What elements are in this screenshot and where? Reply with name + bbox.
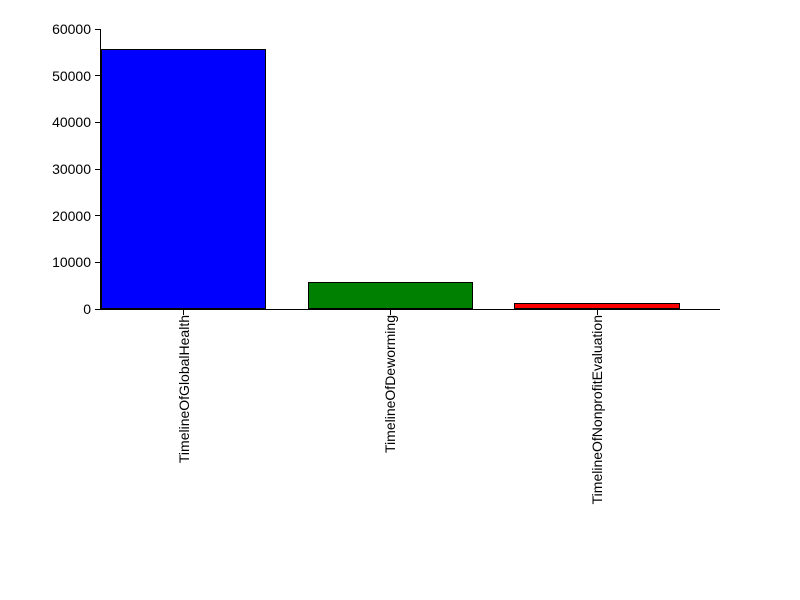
chart-container: 0 10000 20000 30000 40000 50000 60000 TimelineO… [0, 0, 800, 600]
y-tick: 30000 [52, 161, 101, 177]
bar [101, 49, 266, 309]
x-tick: TimelineOfGlobalHealth [176, 309, 192, 467]
y-tick: 60000 [52, 21, 101, 37]
x-tick: TimelineOfNonprofitEvaluation [589, 309, 605, 508]
x-tick-label: TimelineOfGlobalHealth [176, 315, 192, 467]
y-tick-label: 10000 [52, 254, 95, 270]
x-tick-label: TimelineOfDeworming [382, 315, 398, 457]
y-tick-label: 0 [83, 301, 95, 317]
bar [308, 282, 473, 309]
y-tick: 20000 [52, 208, 101, 224]
plot-area: 0100002000030000400005000060000TimelineO… [100, 30, 720, 310]
y-tick: 50000 [52, 68, 101, 84]
x-tick-label: TimelineOfNonprofitEvaluation [589, 315, 605, 508]
y-tick-label: 20000 [52, 208, 95, 224]
y-tick: 0 [83, 301, 101, 317]
x-tick: TimelineOfDeworming [382, 309, 398, 457]
y-tick-label: 40000 [52, 114, 95, 130]
y-tick-label: 60000 [52, 21, 95, 37]
y-tick: 10000 [52, 254, 101, 270]
y-tick-mark [95, 29, 101, 30]
y-tick-label: 30000 [52, 161, 95, 177]
y-tick-label: 50000 [52, 68, 95, 84]
y-tick: 40000 [52, 114, 101, 130]
